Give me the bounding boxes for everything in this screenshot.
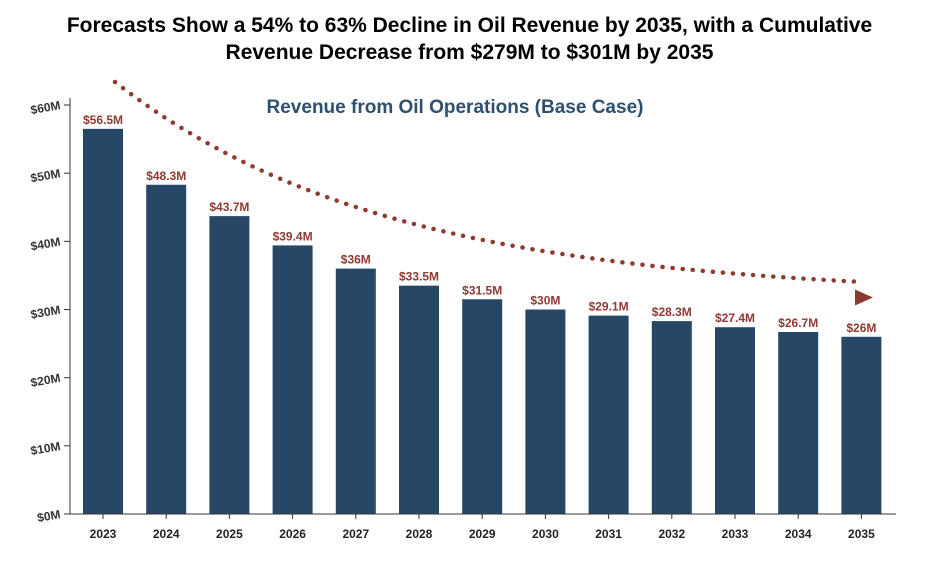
trend-dotted-line	[112, 79, 859, 284]
data-label: $39.4M	[273, 229, 313, 243]
trend-arrowhead	[855, 289, 873, 306]
data-label: $26.7M	[778, 316, 818, 330]
bar	[525, 309, 566, 514]
data-label: $43.7M	[209, 200, 249, 214]
data-label: $26M	[846, 321, 876, 335]
bars-group	[83, 128, 882, 514]
x-tick-label: 2034	[785, 527, 812, 541]
x-tick-label: 2023	[90, 527, 117, 541]
bar	[588, 315, 629, 514]
data-label: $28.3M	[652, 305, 692, 319]
x-tick-label: 2028	[406, 527, 433, 541]
chart-subtitle: Revenue from Oil Operations (Base Case)	[267, 97, 644, 118]
bar	[83, 128, 123, 514]
bar	[715, 327, 755, 514]
x-tick-label: 2027	[342, 527, 369, 541]
data-label: $48.3M	[146, 169, 186, 183]
y-axis: $0M $10M $20M $30M $40M $50M $60M	[30, 98, 71, 525]
data-label: $27.4M	[715, 311, 755, 325]
bar	[841, 336, 882, 514]
data-label: $29.1M	[589, 300, 629, 314]
data-label: $36M	[341, 253, 371, 267]
chart-title: Forecasts Show a 54% to 63% Decline in O…	[0, 12, 939, 66]
x-axis: 2023 2024 2025 2026 2027 2028 2029 2030 2031 2032…	[70, 513, 896, 541]
x-tick-label: 2024	[153, 527, 180, 541]
chart-title-line-1: Forecasts Show a 54% to 63% Decline in O…	[66, 14, 873, 37]
y-tick-label: $10M	[30, 439, 62, 458]
bar	[335, 268, 376, 514]
bar	[651, 321, 692, 514]
x-tick-label: 2031	[595, 527, 622, 541]
bar	[209, 216, 250, 514]
y-tick-label: $30M	[30, 303, 62, 322]
y-tick-label: $20M	[30, 371, 62, 390]
y-tick-label: $40M	[30, 235, 62, 254]
x-tick-label: 2026	[279, 527, 306, 541]
bar	[399, 285, 439, 514]
data-labels-group: $56.5M $48.3M $43.7M $39.4M $36M $33.5M $31.5M…	[83, 113, 876, 335]
data-label: $31.5M	[462, 283, 502, 297]
data-label: $33.5M	[399, 270, 439, 284]
x-tick-label: 2033	[722, 527, 749, 541]
trend-arrow	[112, 79, 873, 306]
bar	[272, 245, 313, 514]
y-tick-label: $50M	[30, 166, 62, 185]
data-label: $30M	[530, 294, 560, 308]
x-tick-label: 2035	[848, 527, 875, 541]
x-tick-label: 2030	[532, 527, 559, 541]
bar	[146, 184, 187, 514]
chart-title-line-2: Revenue Decrease from $279M to $301M by …	[225, 41, 714, 64]
x-tick-label: 2025	[216, 527, 243, 541]
y-tick-label: $0M	[36, 507, 61, 525]
y-tick-label: $60M	[30, 98, 62, 117]
bar	[778, 331, 819, 514]
data-label: $56.5M	[83, 113, 123, 127]
bar	[462, 299, 503, 514]
x-tick-label: 2032	[658, 527, 685, 541]
x-tick-label: 2029	[469, 527, 496, 541]
